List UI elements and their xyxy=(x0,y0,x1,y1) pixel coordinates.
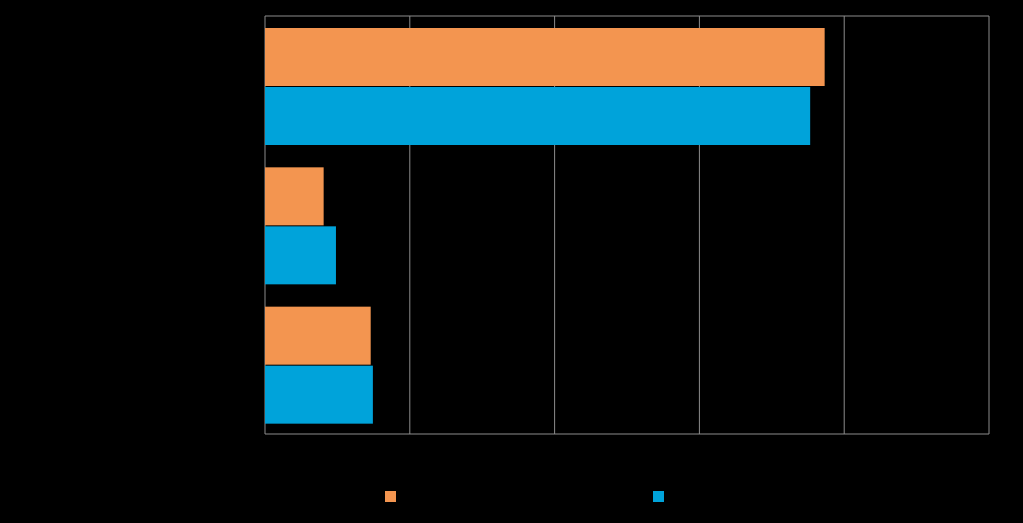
x-tick-label: 60 xyxy=(693,442,707,456)
x-tick-label: 40 xyxy=(548,442,562,456)
x-tick-label: 100 xyxy=(979,442,999,456)
bar xyxy=(265,306,371,365)
legend-marker xyxy=(385,491,396,502)
bar xyxy=(265,365,373,424)
bar xyxy=(265,167,324,226)
bar xyxy=(265,87,811,145)
bar xyxy=(265,226,336,285)
x-tick-label: 20 xyxy=(403,442,417,456)
x-tick-label: 0 xyxy=(262,442,269,456)
x-tick-label: 80 xyxy=(838,442,852,456)
bar xyxy=(265,28,825,86)
legend-marker xyxy=(653,491,664,502)
